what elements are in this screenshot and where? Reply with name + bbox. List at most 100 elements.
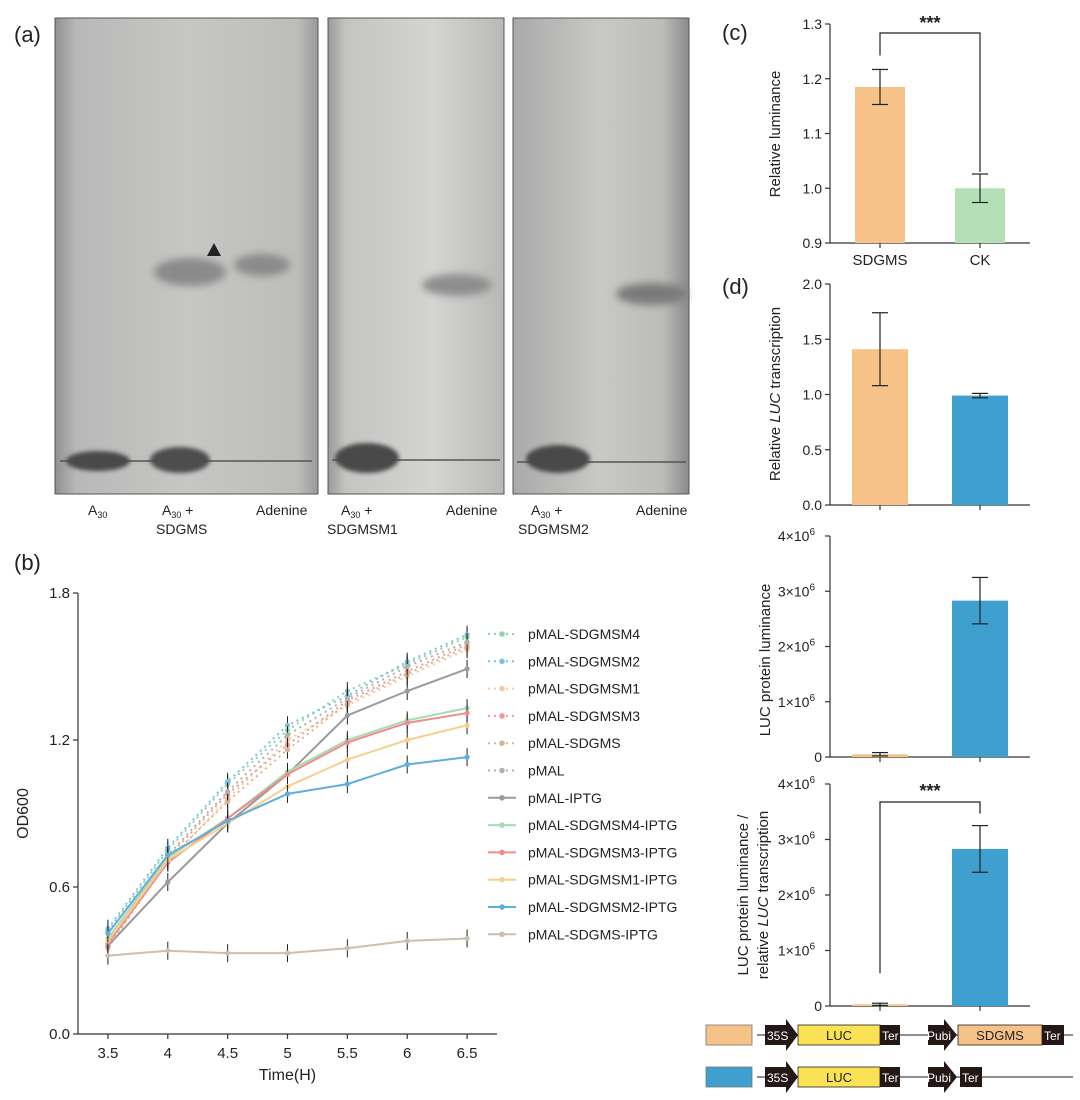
- construct-terminator2-label: Ter: [1044, 1029, 1061, 1043]
- d1-y-tick-label: 0.5: [803, 442, 823, 458]
- b-y-tick-label: 0.0: [49, 1026, 70, 1043]
- b-point-pMAL: [284, 732, 291, 738]
- b-legend-label: pMAL-SDGMSM3: [528, 708, 640, 724]
- b-point-pMAL-SDGMSM2: [284, 722, 291, 728]
- d3-y-tick-label: 4×106: [778, 775, 816, 792]
- d2-y-tick-exponent: 6: [809, 638, 815, 649]
- b-legend-swatch-marker: [499, 876, 505, 883]
- arrowhead-marker-icon: [207, 243, 221, 256]
- d3-y-tick-exponent: 6: [809, 886, 815, 897]
- c-y-tick-label: 1.2: [803, 71, 823, 87]
- b-legend-label: pMAL: [528, 763, 565, 779]
- c-y-tick-label: 0.9: [803, 235, 823, 251]
- b-point-pMAL-SDGMSM3-IPTG: [344, 739, 350, 746]
- d2-y-tick-label: 2×106: [778, 638, 816, 655]
- d3-y-axis-title-line2: relative LUC transcription: [755, 811, 772, 979]
- lane-label-adenine-2: Adenine: [446, 502, 498, 518]
- b-x-tick-label: 4.5: [217, 1045, 238, 1062]
- d3-bar-1: [952, 848, 1008, 1006]
- b-point-pMAL-SDGMSM2-IPTG: [284, 791, 291, 797]
- b-point-pMAL-SDGMS: [225, 798, 231, 804]
- lane-label-sdgmsm1: SDGMSM1: [327, 521, 398, 537]
- b-legend-swatch-marker: [499, 713, 505, 719]
- b-y-axis-title: OD600: [15, 788, 32, 839]
- b-point-pMAL: [225, 788, 231, 795]
- b-legend-label: pMAL-SDGMSM4: [528, 626, 640, 642]
- b-legend-label: pMAL-SDGMSM2-IPTG: [528, 899, 677, 915]
- b-legend-swatch-marker: [499, 685, 505, 692]
- b-legend-label: pMAL-SDGMSM1: [528, 681, 640, 697]
- construct-terminator2-box: [1042, 1025, 1064, 1045]
- b-legend-label: pMAL-SDGMSM2: [528, 653, 640, 669]
- d1-bar-1: [952, 395, 1008, 505]
- b-x-tick-label: 5.5: [337, 1045, 358, 1062]
- chart-c-relative-luminance: 0.9 1.0 1.1 1.2 1.3 SDGMS CK Relative luminance…: [767, 13, 1030, 269]
- b-legend-label: pMAL-IPTG: [528, 790, 602, 806]
- b-x-axis-title: Time(H): [259, 1067, 316, 1084]
- tlc-lane-labels: A30 A30 + SDGMS Adenine A30 + SDGMSM1 Ad…: [88, 502, 688, 537]
- b-point-pMAL-SDGMSM2: [225, 779, 231, 785]
- construct-terminator2-box: [960, 1067, 982, 1087]
- b-legend-swatch-marker: [499, 740, 505, 746]
- tlc-plate-3-background: [512, 17, 690, 495]
- lane-label-a30: A30: [88, 502, 107, 520]
- b-point-pMAL-SDGMSM2-IPTG: [165, 852, 171, 858]
- tlc-plate-1-background: [54, 17, 319, 495]
- d1-y-axis-title-part: LUC: [767, 393, 784, 423]
- b-point-pMAL-SDGMSM1-IPTG: [344, 757, 350, 763]
- b-y-tick-label: 1.8: [49, 585, 70, 602]
- construct-terminator2-label: Ter: [962, 1071, 979, 1085]
- chart-d1-luc-transcription: 0.0 0.5 1.0 1.5 2.0 Relative LUC transcriptio…: [767, 276, 1030, 513]
- construct-legend-swatch: [705, 1066, 753, 1088]
- construct-terminator1-box: [880, 1067, 900, 1087]
- b-legend-label: pMAL-SDGMS-IPTG: [528, 926, 658, 942]
- b-point-pMAL: [464, 639, 470, 645]
- construct-promoter2-arrow-icon: [928, 1019, 957, 1051]
- b-point-pMAL-SDGMSM2-IPTG: [344, 781, 350, 787]
- d1-y-tick-label: 1.0: [803, 387, 823, 403]
- d3-y-axis-title-line1: LUC protein luminance /: [735, 814, 752, 976]
- b-point-pMAL-IPTG: [165, 879, 171, 885]
- tlc-plate-3: [512, 17, 690, 495]
- b-y-tick-label: 0.6: [49, 879, 70, 896]
- d2-y-tick-label: 0: [814, 749, 822, 765]
- d1-y-axis-title: Relative LUC transcription: [767, 307, 784, 481]
- b-legend-swatch-marker: [499, 931, 505, 938]
- c-bar-0: [855, 86, 905, 244]
- lane-label-a30-plus: A30 +: [162, 502, 193, 520]
- b-legend-label: pMAL-SDGMS: [528, 735, 621, 751]
- b-legend-swatch-marker: [499, 658, 505, 665]
- panel-label-b: (b): [14, 550, 41, 575]
- chart-d3-luminance-per-transcription: 0 1×106 2×106 3×106 4×106 LUC protein luminan…: [735, 775, 1030, 1014]
- b-point-pMAL: [344, 695, 350, 701]
- d3-y-tick-exponent: 6: [809, 942, 815, 953]
- d1-y-tick-label: 2.0: [803, 276, 823, 292]
- b-point-pMAL-SDGMSM2-IPTG: [225, 818, 231, 824]
- construct-gene2-label: SDGMS: [976, 1028, 1024, 1043]
- tlc-plate-1-origin-a30: [66, 451, 130, 471]
- b-point-pMAL-SDGMS-IPTG: [165, 948, 171, 954]
- b-point-pMAL-SDGMSM2-IPTG: [464, 754, 470, 760]
- panel-label-c: (c): [722, 20, 748, 45]
- b-legend-label: pMAL-SDGMSM4-IPTG: [528, 817, 677, 833]
- c-significance-bracket: [879, 32, 981, 173]
- d3-significance-bracket: [879, 801, 981, 974]
- construct-promoter2-label: Pubi: [927, 1029, 951, 1043]
- b-point-pMAL-SDGMS-IPTG: [404, 938, 410, 944]
- d2-y-tick-label: 3×106: [778, 582, 816, 599]
- d3-y-tick-exponent: 6: [809, 775, 815, 786]
- c-significance-label: ***: [919, 13, 940, 33]
- b-point-pMAL-SDGMSM3-IPTG: [464, 710, 470, 716]
- b-point-pMAL-SDGMS-IPTG: [284, 950, 291, 956]
- d2-y-tick-label: 4×106: [778, 527, 816, 544]
- c-x-tick-label: CK: [970, 252, 991, 269]
- b-point-pMAL: [404, 663, 410, 670]
- d2-y-axis-title: LUC protein luminance: [757, 584, 774, 737]
- tlc-plate-3-origin-a30-sdgmsm2: [526, 445, 590, 473]
- b-y-tick-label: 1.2: [49, 732, 70, 749]
- d3-y-tick-label: 3×106: [778, 831, 816, 848]
- tlc-plate-2-background: [327, 17, 505, 495]
- b-point-pMAL-SDGMS-IPTG: [344, 945, 350, 951]
- chart-b-growth-curves: 0.0 0.6 1.2 1.8 3.5 4 4.5 5 5.5 6 6.5 Time(H) OD600 p…: [15, 585, 677, 1084]
